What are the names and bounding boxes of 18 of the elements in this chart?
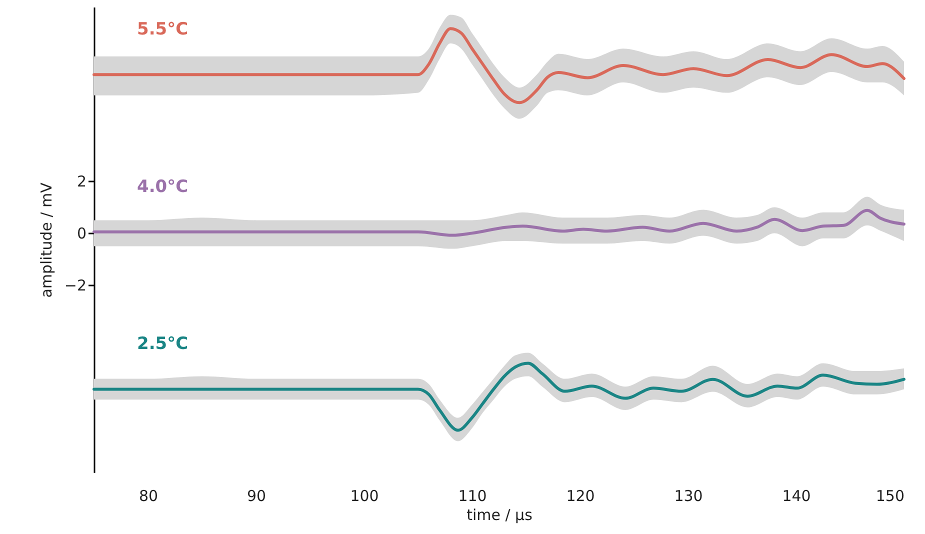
text: 5.5°C [137,20,188,40]
y-axis-title: amplitude / mV [37,182,56,298]
x-tick-label: 130 [674,486,703,505]
x-tick-label: 80 [138,486,158,505]
x-tick-label: 140 [782,486,811,505]
x-tick-label: 110 [458,486,487,505]
x-tick-label: 150 [876,486,904,505]
text: 4.0°C [137,176,188,197]
x-tick-label: 120 [566,486,595,505]
y-tick-label: −2 [64,276,87,295]
y-tick-label: 0 [76,224,87,243]
y-tick-label: 2 [76,172,87,191]
line-series [92,208,906,237]
x-axis-title: time / µs [466,506,533,524]
x-tick-label: 100 [350,486,379,505]
x-tick-label: 90 [246,486,266,505]
line-series [92,362,906,432]
text: 2.5°C [137,334,188,354]
